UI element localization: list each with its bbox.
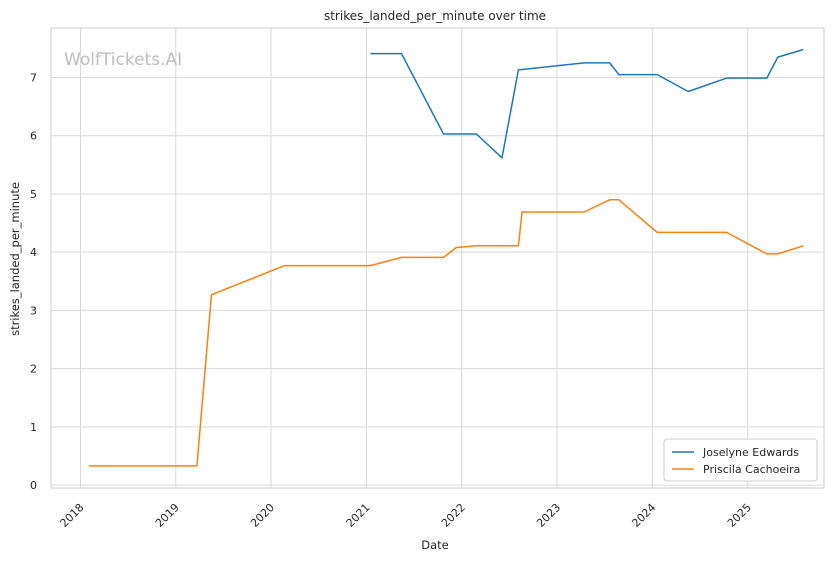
y-tick-labels: 0 1 2 3 4 5 6 7 xyxy=(30,71,37,492)
legend: Joselyne Edwards Priscila Cachoeira xyxy=(663,438,818,482)
series-layer xyxy=(89,48,804,467)
plot-area-frame xyxy=(50,27,825,489)
legend-label: Joselyne Edwards xyxy=(702,446,799,459)
x-axis-title: Date xyxy=(421,538,449,552)
y-tick-label: 0 xyxy=(30,479,37,492)
y-tick-label: 6 xyxy=(30,130,37,143)
y-tick-label: 4 xyxy=(30,246,37,259)
legend-box xyxy=(663,438,818,482)
y-tick-label: 1 xyxy=(30,421,37,434)
y-tick-label: 5 xyxy=(30,188,37,201)
series-line-1 xyxy=(89,199,804,467)
y-tick-label: 3 xyxy=(30,304,37,317)
y-tick-label: 7 xyxy=(30,71,37,84)
watermark: WolfTickets.AI xyxy=(64,50,182,70)
y-tick-label: 2 xyxy=(30,363,37,376)
chart-title: strikes_landed_per_minute over time xyxy=(324,9,546,23)
y-axis-title: strikes_landed_per_minute xyxy=(8,182,22,336)
grid xyxy=(51,28,824,488)
legend-label: Priscila Cachoeira xyxy=(703,463,800,476)
series-line-0 xyxy=(370,48,804,159)
